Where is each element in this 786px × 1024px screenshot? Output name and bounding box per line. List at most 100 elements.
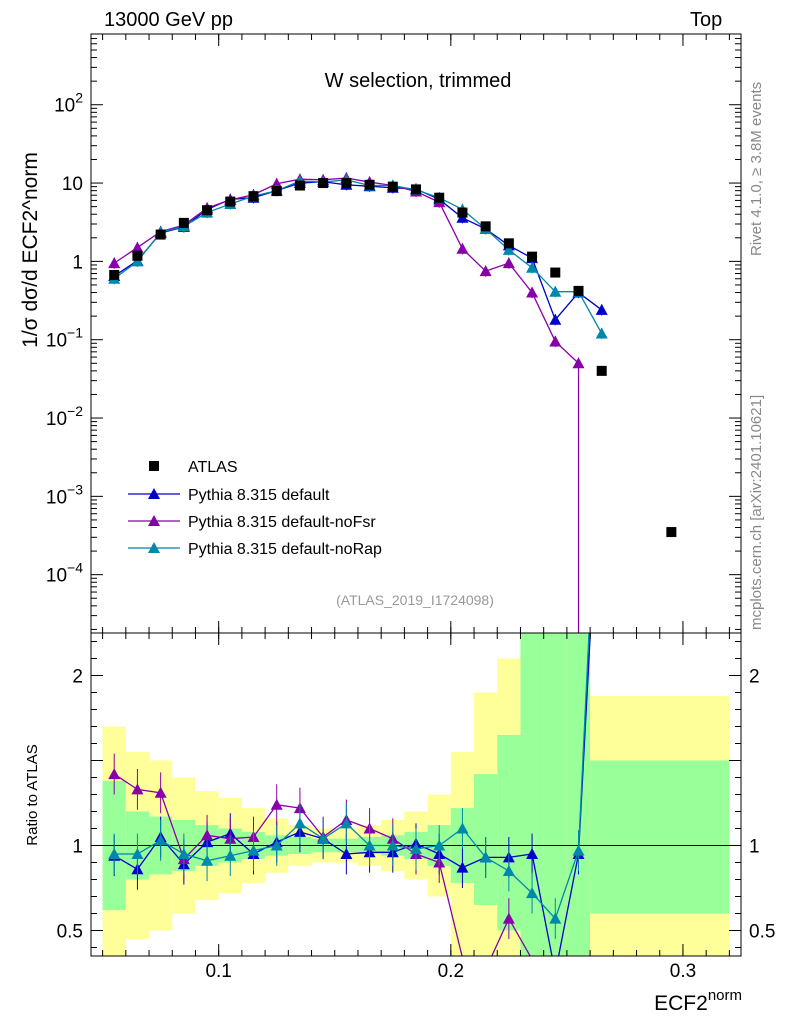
- data-point: [502, 243, 515, 255]
- x-axis-label-sup: norm: [708, 987, 742, 1004]
- ratio-point: [456, 822, 469, 834]
- atlas-point: [503, 238, 514, 249]
- ratio-point: [108, 848, 121, 859]
- watermark: (ATLAS_2019_I1724098): [336, 592, 494, 608]
- x-axis-label: ECF2norm: [654, 987, 742, 1015]
- y-tick-label: 10−4: [46, 560, 83, 587]
- data-point: [131, 255, 144, 267]
- y-axis-label-ratio: Ratio to ATLAS: [24, 744, 41, 845]
- x-tick-label: 0.2: [438, 961, 464, 982]
- atlas-data: [109, 178, 677, 538]
- x-axis-label-main: ECF2: [654, 992, 708, 1015]
- data-point: [549, 285, 562, 297]
- data-point: [108, 257, 121, 269]
- atlas-point: [527, 251, 538, 262]
- ratio-point: [456, 861, 469, 873]
- atlas-point: [202, 205, 213, 216]
- chart-title: W selection, trimmed: [325, 70, 512, 92]
- ratio-point: [154, 786, 167, 798]
- y-tick-label: 10−2: [46, 403, 83, 430]
- y-tick-label: 102: [54, 90, 83, 117]
- atlas-point: [318, 178, 329, 189]
- series-line: [113, 179, 603, 334]
- atlas-point: [178, 217, 189, 228]
- ratio-point: [340, 817, 353, 829]
- ratio-y-tick-label: 1: [749, 837, 760, 858]
- axis-ticks: 0.1 0.2 0.3 102 10 1 10−1 10−2 10−3 10−4 0.5 0.5 1 1 2…: [46, 33, 775, 982]
- atlas-point: [132, 250, 143, 261]
- ratio-point: [479, 851, 492, 863]
- ratio-point: [201, 829, 214, 841]
- atlas-point: [387, 181, 398, 192]
- ratio-point: [247, 844, 260, 856]
- uncertainty-bands: [102, 633, 730, 956]
- y-tick-label: 10: [62, 174, 83, 195]
- ratio-point: [386, 839, 399, 851]
- y-axis-label-text: 1/σ dσ/d ECF2^norm: [19, 152, 42, 348]
- atlas-point: [341, 178, 352, 189]
- ratio-y-tick-label: 2: [749, 667, 760, 688]
- ratio-y-tick-label: 0.5: [749, 922, 775, 943]
- ratio-point: [270, 839, 283, 851]
- atlas-point: [411, 184, 421, 195]
- data-point: [526, 261, 539, 273]
- legend-marker: [148, 515, 160, 526]
- ratio-line: [113, 633, 591, 956]
- ratio-point: [201, 854, 214, 866]
- inner-band-bin: [590, 760, 730, 914]
- ratio-series: [108, 633, 590, 939]
- ratio-point: [572, 844, 585, 856]
- ratio-y-tick-label: 1: [72, 837, 83, 858]
- series-3: [108, 173, 608, 939]
- data-point: [595, 303, 608, 315]
- series-line: [113, 181, 603, 321]
- atlas-point: [294, 180, 305, 191]
- y-tick-label: 10−3: [46, 481, 83, 508]
- header-right: Top: [690, 9, 723, 31]
- ratio-point: [502, 912, 515, 924]
- ratio-point: [270, 798, 283, 810]
- legend-marker: [148, 542, 160, 553]
- atlas-point: [271, 186, 282, 197]
- ratio-point: [131, 783, 144, 795]
- ratio-y-tick-label: 2: [72, 667, 83, 688]
- inner-band-bin: [566, 633, 591, 956]
- series-line: [113, 177, 579, 364]
- ratio-y-tick-label: 0.5: [57, 922, 83, 943]
- data-point: [572, 357, 585, 369]
- data-point: [595, 327, 608, 339]
- atlas-point: [480, 221, 491, 232]
- inner-band-bin: [497, 735, 521, 931]
- header-left: 13000 GeV pp: [104, 9, 233, 31]
- atlas-point: [248, 191, 259, 202]
- atlas-point: [225, 196, 236, 207]
- data-point: [549, 335, 562, 347]
- inner-band-bin: [520, 633, 544, 956]
- side-label-mcplots: mcplots.cern.ch [arXiv:2401.10621]: [748, 394, 765, 630]
- x-tick-label: 0.3: [670, 961, 696, 982]
- ratio-point: [526, 848, 539, 859]
- x-tick-label: 0.1: [205, 961, 231, 982]
- ratio-axis-label-text: Ratio to ATLAS: [24, 744, 41, 845]
- data-point: [270, 177, 283, 189]
- y-tick-label: 10−1: [46, 325, 83, 352]
- legend-label: Pythia 8.315 default-noRap: [188, 541, 382, 558]
- data-point: [526, 286, 539, 298]
- atlas-point: [666, 527, 677, 538]
- legend-label: Pythia 8.315 default: [188, 487, 330, 504]
- inner-band-bin: [543, 633, 567, 956]
- ratio-point: [108, 768, 121, 780]
- atlas-point: [550, 267, 561, 278]
- data-point: [549, 313, 562, 325]
- atlas-point: [434, 192, 445, 203]
- ratio-point: [526, 887, 539, 899]
- data-point: [479, 265, 492, 277]
- ratio-point: [363, 839, 376, 851]
- data-point: [456, 242, 469, 254]
- legend-label: ATLAS: [188, 459, 238, 476]
- ratio-point: [433, 839, 446, 851]
- side-label-rivet: Rivet 4.1.0, ≥ 3.8M events: [748, 81, 765, 256]
- ratio-point: [317, 832, 330, 844]
- ratio-point: [177, 848, 190, 859]
